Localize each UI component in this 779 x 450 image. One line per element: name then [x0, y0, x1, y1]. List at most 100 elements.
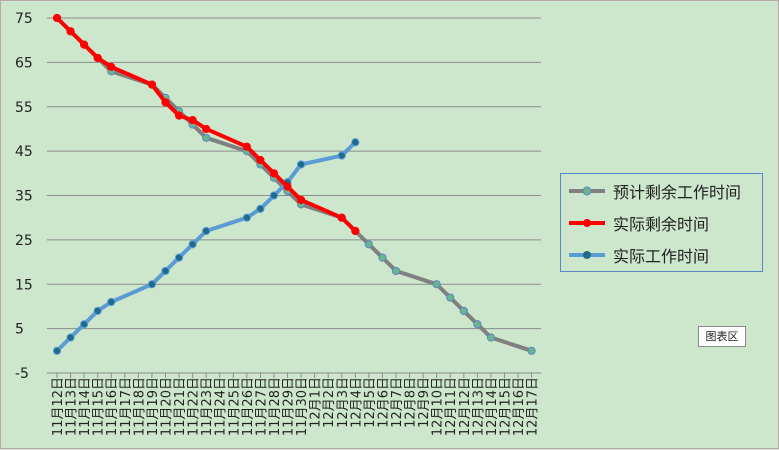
series-0-point-24: [378, 253, 387, 262]
x-tick-label-22: 12月4日: [349, 377, 364, 428]
x-tick-label-15: 11月27日: [254, 377, 269, 436]
series-2-point-14: [242, 213, 251, 222]
y-axis: 75 65 55 45 35 25 15 5 -5: [15, 11, 33, 382]
series-0-point-31: [473, 320, 482, 329]
x-tick-label-32: 12月14日: [485, 377, 500, 436]
series-line-1: [55, 16, 357, 233]
series-2-point-16: [269, 191, 279, 200]
x-tick-label-20: 12月2日: [322, 377, 337, 428]
x-tick-label-7: 11月19日: [146, 377, 161, 436]
x-tick-label-11: 11月23日: [200, 377, 215, 436]
x-tick-label-2: 11月14日: [78, 377, 93, 436]
series-0-point-28: [432, 280, 441, 289]
series-2-point-11: [202, 226, 211, 236]
legend-item-2: 实际工作时间: [567, 243, 709, 267]
y-tick-label-0: 75: [15, 11, 33, 27]
series-1-point-22: [351, 226, 360, 236]
series-2-point-22: [351, 138, 360, 147]
series-1-point-14: [242, 142, 251, 151]
series-0-point-32: [486, 333, 496, 342]
legend-item-1: 实际剩余时间: [567, 211, 709, 235]
y-tick-label-8: -5: [15, 366, 29, 382]
x-tick-label-31: 12月13日: [471, 377, 486, 436]
x-tick-label-21: 12月3日: [336, 377, 351, 428]
series-1-point-2: [80, 40, 89, 49]
series-1-point-7: [147, 80, 157, 89]
x-tick-label-0: 11月12日: [51, 377, 66, 436]
series-1-point-10: [188, 115, 197, 125]
series-1-point-3: [93, 53, 102, 63]
x-tick-label-29: 12月11日: [444, 377, 459, 436]
x-tick-label-23: 12月5日: [363, 377, 378, 428]
series-1-point-18: [296, 195, 306, 205]
series-2-point-10: [188, 240, 197, 249]
y-tick-label-2: 55: [15, 100, 33, 116]
legend-label-0: 预计剩余工作时间: [613, 183, 742, 202]
series-line-0: [55, 16, 533, 353]
x-tick-label-28: 12月10日: [431, 377, 446, 436]
series-layer: [52, 13, 536, 355]
x-tick-label-24: 12月6日: [376, 377, 391, 428]
legend-label-1: 实际剩余时间: [613, 215, 710, 234]
series-2-point-0: [52, 346, 62, 355]
x-tick-label-16: 11月28日: [268, 377, 283, 436]
series-2-point-18: [296, 160, 306, 169]
x-tick-label-18: 11月30日: [295, 377, 310, 436]
series-1: [52, 13, 360, 236]
series-0-point-29: [446, 293, 455, 302]
series-1-point-17: [283, 182, 292, 191]
series-2-point-3: [93, 306, 102, 315]
series-1-point-4: [107, 62, 116, 71]
x-tick-label-34: 12月16日: [512, 377, 527, 436]
series-1-point-16: [269, 169, 279, 178]
series-1-point-21: [337, 213, 346, 222]
series-2-point-9: [174, 253, 184, 262]
series-1-point-1: [66, 27, 75, 36]
x-tick-label-25: 12月7日: [390, 377, 405, 428]
series-2-point-4: [107, 297, 116, 307]
legend: 预计剩余工作时间 实际剩余时间 实际工作时间: [560, 173, 763, 272]
chart-area-tooltip: 图表区: [698, 326, 746, 347]
x-tick-label-1: 11月13日: [65, 377, 80, 436]
y-tick-label-4: 35: [15, 189, 33, 205]
x-tick-label-17: 11月29日: [282, 377, 297, 436]
x-tick-label-12: 11月24日: [214, 377, 229, 436]
series-line-2: [55, 140, 357, 353]
y-tick-label-7: 5: [15, 322, 24, 338]
x-tick-label-35: 12月17日: [526, 377, 541, 436]
x-tick-label-6: 11月18日: [132, 377, 147, 436]
x-axis: 11月12日11月13日11月14日11月15日11月16日11月17日11月1…: [51, 373, 541, 436]
legend-item-0: 预计剩余工作时间: [567, 179, 741, 203]
series-2-point-21: [337, 151, 346, 160]
series-1-point-0: [52, 13, 62, 23]
series-2-point-2: [80, 320, 89, 329]
legend-swatch-2: [569, 251, 605, 259]
series-0-point-11: [202, 133, 211, 142]
series-0-point-23: [364, 240, 373, 249]
x-tick-label-14: 11月26日: [241, 377, 256, 436]
series-1-point-9: [174, 111, 184, 120]
series-2-point-1: [66, 333, 75, 342]
x-tick-label-26: 12月8日: [404, 377, 419, 428]
legend-swatch-1: [569, 219, 605, 227]
x-tick-label-5: 11月17日: [119, 377, 134, 436]
legend-label-2: 实际工作时间: [613, 247, 710, 266]
series-0-point-25: [391, 266, 401, 276]
y-tick-label-1: 65: [15, 55, 33, 71]
x-tick-label-4: 11月16日: [105, 377, 120, 436]
x-tick-label-3: 11月15日: [92, 377, 107, 436]
legend-swatch-0: [569, 186, 605, 196]
series-1-point-11: [202, 124, 211, 134]
x-tick-label-10: 11月22日: [187, 377, 202, 436]
series-2-point-8: [161, 266, 170, 276]
y-tick-label-3: 45: [15, 144, 33, 160]
x-tick-label-19: 12月1日: [309, 377, 324, 428]
y-tick-label-5: 25: [15, 233, 33, 249]
series-1-point-8: [161, 98, 170, 107]
series-1-point-15: [256, 155, 265, 165]
x-tick-label-27: 12月9日: [417, 377, 432, 428]
x-tick-label-13: 11月25日: [227, 377, 242, 436]
x-tick-label-8: 11月20日: [159, 377, 174, 436]
